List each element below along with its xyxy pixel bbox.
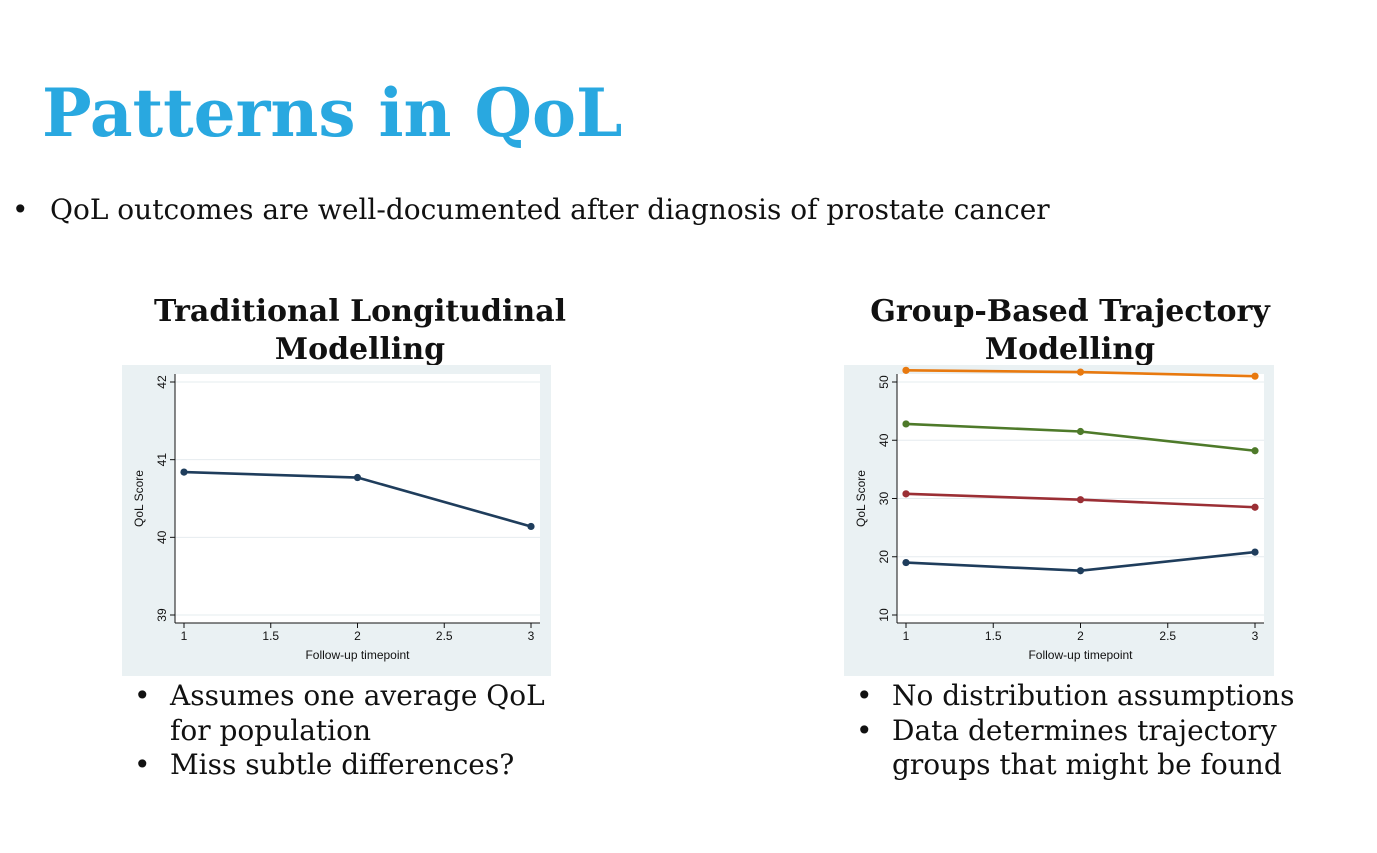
left-bullet-1-line2: for population xyxy=(170,713,371,747)
right-heading-line1: Group-Based Trajectory xyxy=(870,294,1270,329)
y-tick-label: 39 xyxy=(155,608,169,622)
x-tick-label: 2.5 xyxy=(436,629,453,643)
y-tick-label: 50 xyxy=(877,375,891,389)
y-tick-label: 40 xyxy=(155,530,169,544)
right-bullet-1: No distribution assumptions xyxy=(856,679,1294,714)
right-bullet-2: Data determines trajectory groups that m… xyxy=(856,714,1294,783)
bullet-dot: • xyxy=(12,193,29,226)
main-bullet-text: QoL outcomes are well-documented after d… xyxy=(50,193,1050,226)
right-bullet-2-line1: Data determines trajectory xyxy=(892,713,1277,747)
data-point xyxy=(902,558,910,567)
x-tick-label: 3 xyxy=(1252,629,1259,643)
right-bullets: No distribution assumptions Data determi… xyxy=(856,679,1294,783)
data-point xyxy=(1251,372,1259,380)
x-axis-label: Follow-up timepoint xyxy=(1028,648,1133,662)
data-point xyxy=(1076,368,1085,376)
left-bullet-1: Assumes one average QoL for population xyxy=(134,679,545,748)
data-point xyxy=(1076,427,1085,436)
right-bullet-2-line2: groups that might be found xyxy=(892,748,1282,781)
y-tick-label: 41 xyxy=(155,453,169,467)
y-tick-label: 42 xyxy=(155,375,169,389)
right-heading-line2: Modelling xyxy=(984,332,1156,367)
data-point xyxy=(353,473,362,482)
data-point xyxy=(1251,503,1259,511)
left-heading-line2: Modelling xyxy=(274,332,446,367)
y-tick-label: 40 xyxy=(877,433,891,447)
data-point xyxy=(902,366,910,374)
data-point xyxy=(1076,567,1085,575)
y-tick-label: 30 xyxy=(877,492,891,506)
x-tick-label: 2 xyxy=(1077,629,1084,643)
x-tick-label: 1 xyxy=(903,629,910,643)
left-bullet-2: Miss subtle differences? xyxy=(134,748,545,783)
x-tick-label: 1.5 xyxy=(985,629,1002,643)
x-tick-label: 1.5 xyxy=(262,629,279,643)
left-bullet-1-line1: Assumes one average QoL xyxy=(170,679,545,712)
left-chart: 39 40 41 42 1 1.5 2 2.5 3 Follow-up timepoint QoL … xyxy=(132,374,540,662)
x-tick-label: 2 xyxy=(354,629,361,643)
left-panel-heading: Traditional Longitudinal Modelling xyxy=(130,293,590,369)
right-panel-heading: Group-Based Trajectory Modelling xyxy=(840,293,1300,369)
x-tick-label: 2.5 xyxy=(1159,629,1176,643)
data-point xyxy=(1076,496,1085,504)
data-point xyxy=(180,468,188,476)
y-tick-label: 20 xyxy=(877,550,891,564)
x-tick-label: 3 xyxy=(528,629,535,643)
x-axis-label: Follow-up timepoint xyxy=(305,648,410,662)
left-bullets: Assumes one average QoL for population M… xyxy=(134,679,545,783)
right-chart: 10 20 30 40 50 1 1.5 2 2.5 3 Follow-up timepoint Qo… xyxy=(854,366,1264,662)
y-axis-label: QoL Score xyxy=(132,470,146,527)
left-heading-line1: Traditional Longitudinal xyxy=(153,294,567,329)
plot-area xyxy=(175,374,540,623)
right-chart-panel: 10 20 30 40 50 1 1.5 2 2.5 3 Follow-up timepoint Qo… xyxy=(844,365,1274,676)
y-axis-label: QoL Score xyxy=(854,470,868,527)
main-bullet: • QoL outcomes are well-documented after … xyxy=(12,193,1050,226)
data-point xyxy=(902,420,910,428)
slide-title: Patterns in QoL xyxy=(42,74,623,152)
y-tick-label: 10 xyxy=(877,608,891,622)
x-tick-label: 1 xyxy=(181,629,188,643)
data-point xyxy=(902,490,910,498)
data-point xyxy=(1251,548,1259,556)
data-point xyxy=(527,522,535,531)
left-chart-panel: 39 40 41 42 1 1.5 2 2.5 3 Follow-up timepoint QoL … xyxy=(122,365,551,676)
data-point xyxy=(1251,447,1259,455)
